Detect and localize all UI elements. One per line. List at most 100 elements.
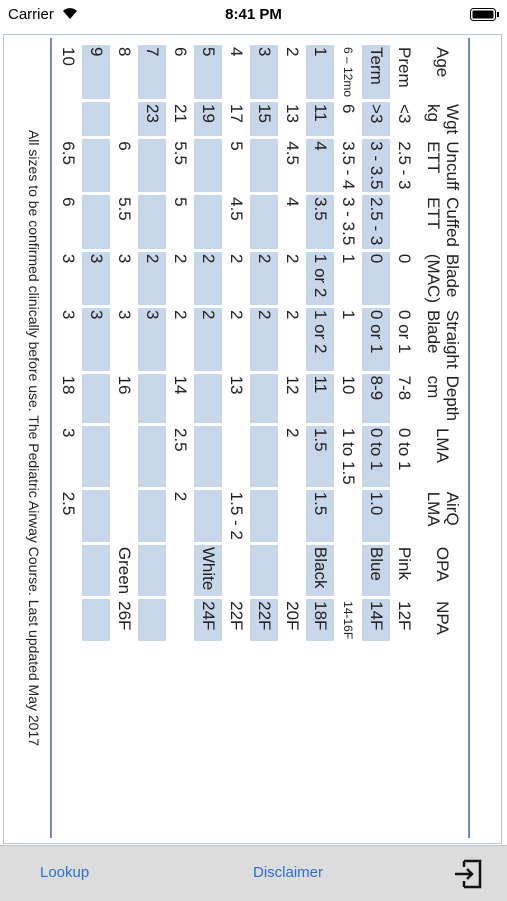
table-cell [334, 545, 362, 596]
table-cell: 3.5 - 4 [339, 141, 358, 190]
table-cell: 12 [283, 375, 302, 395]
header-text: Uncuff ETT [424, 141, 462, 191]
table-cell: 12F [395, 601, 414, 631]
tab-lookup[interactable]: Lookup [40, 864, 90, 881]
table-cell: 23 [138, 102, 166, 137]
table-cell: 2 [250, 251, 278, 305]
column-header: Blade (MAC) [418, 252, 468, 305]
table-cell [166, 545, 194, 596]
table-cell: 1 [339, 253, 358, 264]
header-text: Wgt kg [424, 104, 462, 135]
table-cell: 5.5 [115, 197, 134, 221]
table-cell: 8 [115, 47, 134, 57]
table-cell: 0 or 1 [395, 310, 414, 354]
table-cell: 3 [82, 308, 110, 371]
table-cell [138, 139, 166, 193]
column-header: Cuffed ETT [418, 195, 468, 249]
table-cell [82, 139, 110, 193]
table-cell: 3 - 3.5 [362, 139, 390, 193]
table-cell: 0 or 1 [362, 308, 390, 371]
table-cell [278, 545, 306, 596]
table-cell: 4.5 [283, 141, 302, 165]
header-text: OPA [433, 546, 453, 582]
table-cell: 22F [250, 599, 278, 642]
table-cell: 5 [194, 45, 222, 100]
table-cell [138, 373, 166, 423]
table-cell [222, 545, 250, 596]
table-cell: 14F [362, 599, 390, 642]
header-text: Straight Blade [424, 310, 462, 369]
airway-table: Age Wgt kg Uncuff ETT Cuffed ETT Blade (MAC)… [54, 42, 468, 644]
table-cell: 3 [250, 45, 278, 100]
table-cell: 4 [306, 139, 334, 193]
table-cell: <3 [395, 104, 414, 124]
tab-disclaimer[interactable]: Disclaimer [253, 864, 324, 881]
table-cell: 2 [227, 253, 246, 264]
table-cell [166, 599, 194, 641]
table-cell: 2 [227, 310, 246, 320]
table-cell [82, 489, 110, 542]
table-cell [138, 489, 166, 542]
table-cell: 3 [59, 253, 78, 264]
table-cell: 1 or 2 [306, 251, 334, 305]
table-cell [250, 544, 278, 597]
table-cell: 3 [59, 427, 78, 438]
table-cell [82, 544, 110, 597]
rule [468, 38, 470, 838]
table-cell [194, 489, 222, 542]
table-cell: Blue [362, 544, 390, 597]
column-header: Straight Blade [418, 308, 468, 371]
table-row: 10 6.5 6 3 3 18 3 2.5 [54, 45, 82, 641]
table-cell [82, 599, 110, 642]
table-cell: 3 - 3.5 [339, 197, 358, 246]
table-cell [250, 139, 278, 193]
table-row: 2 13 4.5 4 2 2 12 2 20F [278, 45, 306, 641]
table-cell: 14-16F [341, 601, 355, 640]
table-row: 8 6 5.5 3 3 16 Green 26F [110, 45, 138, 641]
table-cell: 11 [306, 102, 334, 137]
table-cell: 2.5 [59, 491, 78, 516]
table-cell: >3 [362, 102, 390, 137]
table-row: 7 23 2 3 [138, 45, 166, 642]
table-cell: 1 or 2 [306, 308, 334, 371]
table-cell: 6 [339, 104, 358, 114]
table-cell: 10 [59, 47, 78, 66]
table-cell [54, 599, 82, 641]
exit-icon[interactable] [452, 858, 484, 890]
header-text: NPA [433, 601, 453, 635]
header-text: Age [433, 47, 453, 78]
table-cell: 3.5 [306, 195, 334, 249]
table-cell: 2.5 - 3 [395, 141, 414, 190]
table-cell [194, 373, 222, 423]
table-cell: 2 [171, 253, 190, 264]
table-cell [138, 544, 166, 597]
rotated-table: Age Wgt kg Uncuff ETT Cuffed ETT Blade (MAC)… [8, 38, 498, 838]
header-text: LMA [433, 427, 453, 463]
table-cell: 1 to 1.5 [339, 427, 358, 485]
table-cell [250, 425, 278, 487]
table-cell: 3 [82, 251, 110, 305]
table-cell: 22F [227, 601, 246, 631]
table-cell [110, 426, 138, 487]
battery-icon [470, 8, 499, 21]
table-cell [194, 139, 222, 193]
table-cell: 4.5 [227, 197, 246, 221]
table-cell: 1.5 [306, 425, 334, 487]
table-cell: 2 [171, 491, 190, 502]
table-cell: 3 [138, 308, 166, 371]
table-cell: Black [306, 544, 334, 597]
table-cell [138, 195, 166, 249]
table-cell [82, 373, 110, 423]
header-text: Depth cm [424, 375, 462, 421]
table-cell [250, 489, 278, 542]
table-cell: 9 [82, 45, 110, 100]
table-cell [194, 195, 222, 249]
column-header: Uncuff ETT [418, 139, 468, 192]
table-cell: 4 [283, 197, 302, 207]
status-bar: Carrier 8:41 PM [0, 0, 507, 30]
table-cell: 2 [283, 310, 302, 320]
table-cell: 0 to 1 [395, 427, 414, 471]
table-cell: 1.5 [306, 489, 334, 542]
column-header: Age [418, 45, 468, 99]
